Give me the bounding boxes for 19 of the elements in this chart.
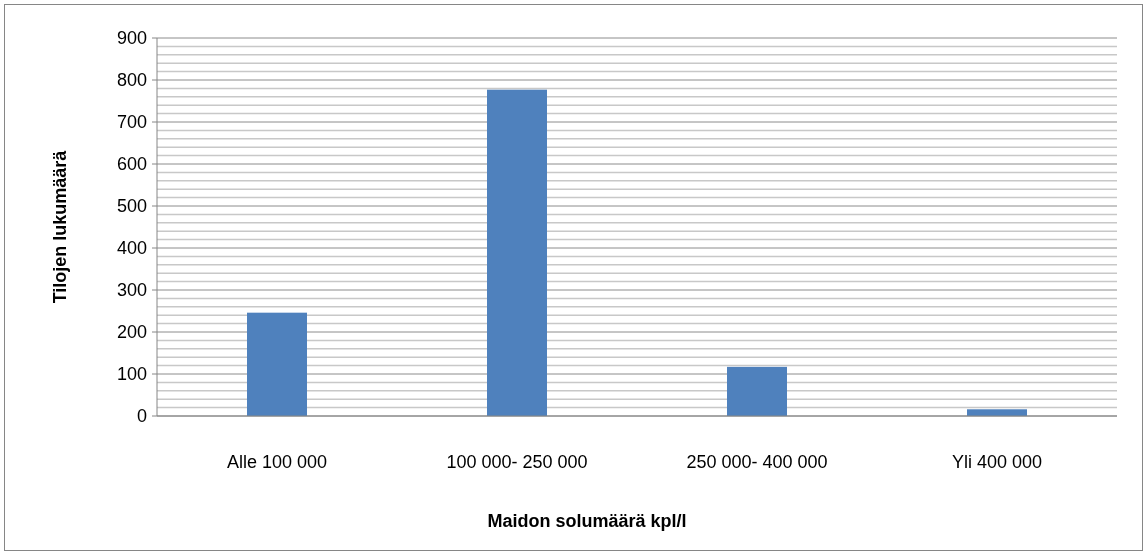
y-tick-label: 300 xyxy=(116,280,147,301)
y-tick-label: 600 xyxy=(116,154,147,175)
y-tick-label: 100 xyxy=(116,364,147,385)
y-tick-label: 400 xyxy=(116,238,147,259)
y-tick-label: 200 xyxy=(116,322,147,343)
x-axis-title: Maidon solumäärä kpl/l xyxy=(487,511,687,531)
bar xyxy=(727,366,787,416)
y-tick-label: 500 xyxy=(116,196,147,217)
bar xyxy=(487,89,547,416)
x-tick-label: 250 000- 400 000 xyxy=(686,452,828,472)
y-tick-label: 0 xyxy=(136,406,147,427)
y-axis-title: Tilojen lukumäärä xyxy=(50,149,70,304)
y-tick-label: 800 xyxy=(116,70,147,91)
x-tick-label: 100 000- 250 000 xyxy=(446,452,588,472)
y-tick-label: 700 xyxy=(116,112,147,133)
y-tick-label: 900 xyxy=(116,28,147,49)
x-tick-label: Yli 400 000 xyxy=(951,452,1043,472)
bar xyxy=(247,312,307,416)
x-tick-label: Alle 100 000 xyxy=(226,452,328,472)
